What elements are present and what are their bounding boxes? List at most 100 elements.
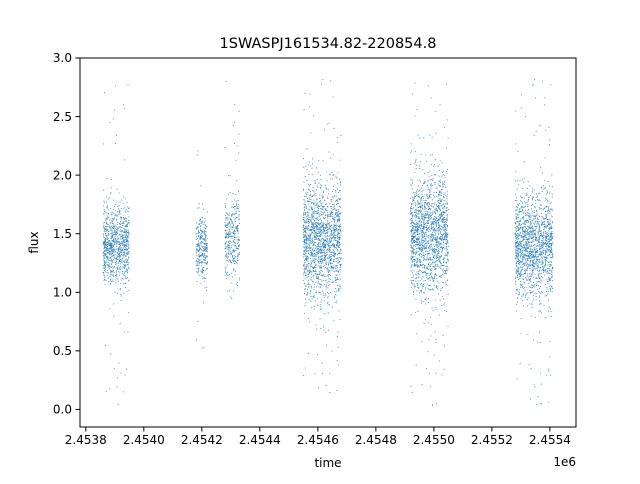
- data-point: [334, 270, 336, 272]
- data-point: [313, 216, 315, 218]
- data-point: [109, 121, 111, 123]
- data-point: [329, 246, 331, 248]
- data-point: [439, 266, 441, 268]
- data-point: [434, 222, 437, 224]
- data-point: [438, 224, 440, 226]
- data-point: [110, 235, 112, 237]
- data-point: [443, 207, 445, 209]
- data-point: [413, 263, 415, 265]
- data-point: [317, 209, 319, 211]
- data-point: [233, 268, 235, 270]
- data-point: [235, 207, 237, 209]
- data-point: [107, 238, 109, 240]
- data-point: [307, 148, 309, 150]
- data-point: [446, 238, 448, 240]
- data-point: [323, 243, 325, 246]
- data-point: [200, 248, 202, 250]
- data-point: [430, 335, 432, 337]
- data-point: [339, 266, 341, 268]
- data-point: [119, 242, 121, 244]
- data-point: [198, 207, 200, 209]
- data-point: [320, 224, 322, 226]
- data-point: [102, 233, 104, 235]
- data-point: [105, 260, 107, 262]
- data-point: [202, 259, 205, 261]
- data-point: [306, 250, 308, 252]
- data-point: [429, 245, 431, 247]
- data-point: [235, 213, 237, 215]
- data-point: [116, 242, 118, 244]
- data-point: [318, 237, 320, 239]
- data-point: [202, 246, 204, 248]
- data-point: [524, 235, 526, 237]
- data-point: [314, 201, 316, 203]
- data-point: [205, 255, 207, 257]
- data-point: [312, 256, 314, 258]
- data-point: [425, 199, 427, 201]
- data-point: [201, 231, 203, 233]
- data-point: [410, 240, 412, 242]
- data-point: [432, 234, 434, 236]
- data-point: [436, 280, 438, 282]
- data-point: [322, 292, 324, 294]
- data-point: [439, 191, 442, 193]
- data-point: [111, 247, 113, 249]
- data-point: [321, 255, 323, 257]
- data-point: [421, 205, 423, 207]
- data-point: [434, 260, 436, 263]
- data-point: [323, 129, 325, 131]
- data-point: [203, 346, 205, 348]
- data-point: [317, 253, 319, 255]
- data-point: [317, 257, 320, 259]
- data-point: [304, 241, 306, 243]
- data-point: [307, 198, 309, 200]
- data-point: [436, 188, 438, 190]
- data-point: [333, 244, 335, 247]
- data-point: [427, 243, 429, 245]
- data-point: [304, 255, 306, 257]
- data-point: [438, 223, 440, 225]
- data-point: [115, 237, 117, 239]
- data-point: [438, 236, 440, 239]
- data-point: [418, 190, 420, 192]
- data-point: [417, 185, 419, 187]
- data-point: [229, 246, 231, 248]
- data-point: [323, 207, 325, 209]
- data-point: [323, 230, 325, 232]
- data-point: [114, 261, 116, 263]
- data-point: [127, 235, 129, 237]
- data-point: [320, 210, 322, 212]
- data-point: [323, 294, 325, 297]
- data-point: [304, 258, 306, 260]
- data-point: [443, 197, 445, 199]
- data-point: [421, 242, 423, 244]
- data-point: [432, 230, 434, 232]
- data-point: [323, 249, 325, 251]
- data-point: [411, 265, 413, 268]
- data-point: [425, 303, 427, 305]
- data-point: [330, 254, 332, 256]
- data-point: [337, 246, 339, 248]
- data-point: [313, 191, 315, 193]
- data-point: [330, 256, 332, 258]
- data-point: [327, 212, 329, 214]
- data-point: [330, 239, 333, 241]
- data-point: [425, 161, 428, 163]
- data-point: [435, 248, 438, 250]
- data-point: [106, 269, 108, 271]
- data-point: [109, 252, 111, 254]
- data-point: [229, 231, 231, 233]
- data-point: [446, 214, 448, 216]
- data-point: [431, 226, 433, 228]
- data-point: [103, 267, 105, 269]
- data-point: [447, 208, 449, 210]
- data-point: [434, 232, 436, 234]
- data-point: [417, 216, 419, 218]
- data-point: [429, 386, 431, 388]
- data-point: [313, 297, 315, 299]
- data-point: [443, 206, 445, 208]
- data-point: [412, 246, 414, 248]
- data-point: [316, 226, 319, 228]
- data-point: [127, 243, 129, 245]
- data-point: [411, 211, 413, 214]
